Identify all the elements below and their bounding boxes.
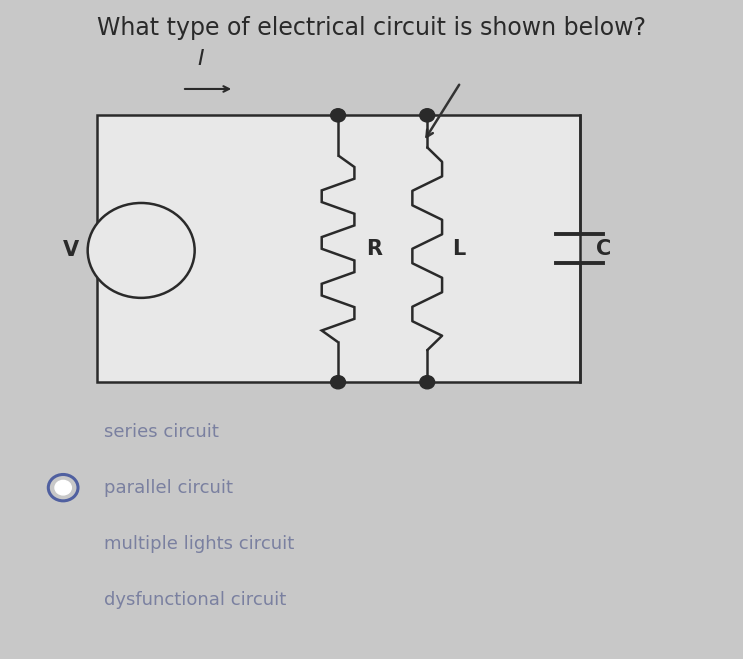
Circle shape [331, 376, 345, 389]
Text: parallel circuit: parallel circuit [104, 478, 233, 497]
Text: What type of electrical circuit is shown below?: What type of electrical circuit is shown… [97, 16, 646, 40]
Text: dysfunctional circuit: dysfunctional circuit [104, 590, 286, 609]
Circle shape [331, 109, 345, 122]
Text: series circuit: series circuit [104, 422, 219, 441]
Circle shape [88, 203, 195, 298]
Text: L: L [452, 239, 465, 259]
Bar [97, 115, 580, 382]
Text: I: I [198, 49, 204, 69]
Text: multiple lights circuit: multiple lights circuit [104, 534, 294, 553]
Circle shape [420, 109, 435, 122]
Text: −: − [134, 256, 149, 273]
Text: C: C [596, 239, 611, 259]
Text: V: V [62, 241, 79, 260]
Circle shape [55, 480, 71, 495]
Circle shape [420, 376, 435, 389]
Text: +: + [134, 226, 148, 244]
Text: R: R [366, 239, 383, 259]
